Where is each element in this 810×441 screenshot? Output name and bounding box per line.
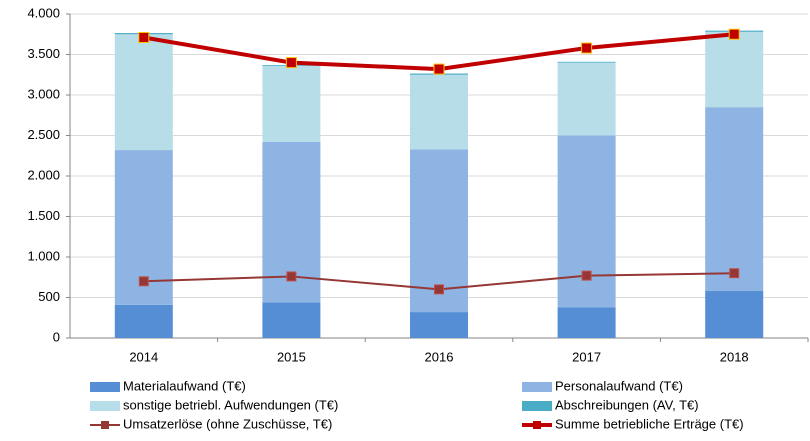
legend-label: Personalaufwand (T€) xyxy=(555,378,683,393)
bar-segment xyxy=(114,34,173,151)
legend-swatch xyxy=(522,401,552,411)
x-tick-label: 2017 xyxy=(572,349,601,364)
x-tick-label: 2016 xyxy=(425,349,454,364)
line-marker xyxy=(581,270,592,281)
legend-label: Materialaufwand (T€) xyxy=(123,378,246,393)
y-tick-label: 500 xyxy=(38,289,60,304)
legend-label: sonstige betriebl. Aufwendungen (T€) xyxy=(123,397,338,412)
bar-segment xyxy=(557,135,616,308)
line-marker xyxy=(434,284,444,295)
y-tick-label: 3.000 xyxy=(27,86,60,101)
bar-segment xyxy=(262,65,321,142)
bar-segment xyxy=(410,74,468,150)
bar-segment xyxy=(705,107,764,292)
y-tick-label: 2.000 xyxy=(27,167,60,182)
line-marker xyxy=(728,28,740,40)
line-marker xyxy=(729,268,740,279)
bar-segment xyxy=(557,307,616,338)
legend-label: Abschreibungen (AV, T€) xyxy=(555,397,699,412)
line-marker xyxy=(285,57,297,69)
x-tick-label: 2015 xyxy=(277,349,306,364)
y-tick-label: 0 xyxy=(53,329,60,344)
bar-segment xyxy=(557,62,616,136)
line-marker xyxy=(138,31,150,43)
legend-marker xyxy=(101,421,109,429)
bar-segment xyxy=(557,61,616,63)
x-tick-label: 2018 xyxy=(720,349,749,364)
y-tick-label: 2.500 xyxy=(27,127,60,142)
y-tick-label: 1.000 xyxy=(27,248,60,263)
bar-segment xyxy=(705,31,764,108)
line-marker xyxy=(286,271,297,282)
legend-label: Umsatzerlöse (ohne Zuschüsse, T€) xyxy=(123,416,332,431)
legend-swatch xyxy=(522,382,552,392)
line-marker xyxy=(581,42,593,54)
legend-label: Summe betriebliche Erträge (T€) xyxy=(555,416,744,431)
bar-segment xyxy=(705,291,764,338)
legend-marker xyxy=(533,421,541,429)
bar-segment xyxy=(114,304,173,338)
y-tick-label: 4.000 xyxy=(27,5,60,20)
line-marker xyxy=(138,276,149,287)
legend-swatch xyxy=(90,401,120,411)
line-marker xyxy=(433,63,445,75)
y-tick-label: 3.500 xyxy=(27,46,60,61)
y-tick-label: 1.500 xyxy=(27,208,60,223)
x-tick-label: 2014 xyxy=(129,349,158,364)
bar-segment xyxy=(410,312,468,338)
legend-swatch xyxy=(90,382,120,392)
bar-segment xyxy=(262,302,321,338)
